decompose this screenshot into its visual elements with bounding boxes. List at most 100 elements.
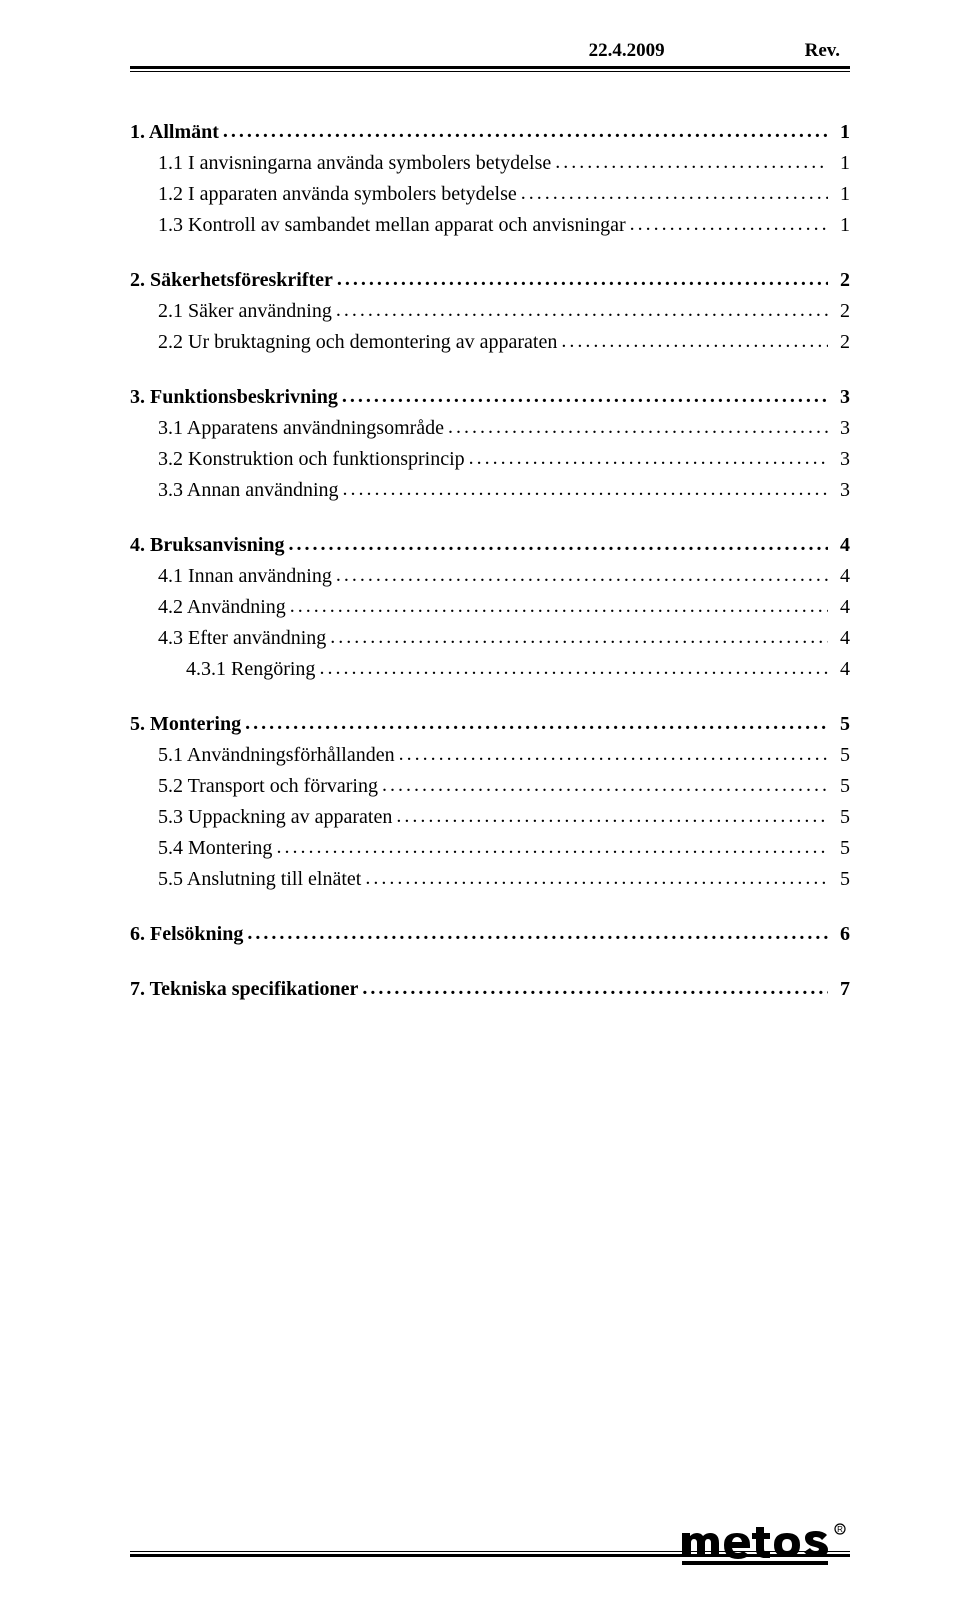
toc-entry-page: 5 (832, 864, 850, 895)
toc-leader-dots (247, 918, 828, 949)
toc-entry-label: 5. Montering (130, 709, 241, 740)
toc-row: 1. Allmänt 1 (130, 117, 850, 148)
toc-row: 2.2 Ur bruktagning och demontering av ap… (130, 327, 850, 358)
toc-row: 6. Felsökning 6 (130, 919, 850, 950)
footer: R (130, 1551, 850, 1557)
toc-entry-label: 5.4 Montering (158, 833, 272, 864)
header-rule-thick (130, 66, 850, 69)
toc-row: 4. Bruksanvisning 4 (130, 530, 850, 561)
toc-entry-page: 1 (832, 148, 850, 179)
toc-row: 1.3 Kontroll av sambandet mellan apparat… (130, 210, 850, 241)
toc-entry-label: 4. Bruksanvisning (130, 530, 285, 561)
toc-entry-page: 4 (832, 623, 850, 654)
header-row: 22.4.2009 Rev. (130, 40, 850, 62)
toc-entry-label: 3.3 Annan användning (158, 475, 339, 506)
toc-leader-dots (330, 622, 828, 653)
toc-row: 5.2 Transport och förvaring 5 (130, 771, 850, 802)
toc-leader-dots (336, 560, 828, 591)
toc-row: 5.1 Användningsförhållanden 5 (130, 740, 850, 771)
toc-entry-page: 3 (832, 413, 850, 444)
toc-entry-label: 4.2 Användning (158, 592, 286, 623)
toc-entry-page: 4 (832, 561, 850, 592)
toc-entry-label: 4.3.1 Rengöring (186, 654, 315, 685)
toc-entry-page: 4 (832, 530, 850, 561)
toc-leader-dots (289, 529, 828, 560)
toc-entry-page: 6 (832, 919, 850, 950)
toc-row: 5.5 Anslutning till elnätet 5 (130, 864, 850, 895)
toc-row: 3. Funktionsbeskrivning 3 (130, 382, 850, 413)
toc-entry-label: 2.1 Säker användning (158, 296, 332, 327)
toc-entry-label: 3.2 Konstruktion och funktionsprincip (158, 444, 465, 475)
toc-entry-label: 5.1 Användningsförhållanden (158, 740, 395, 771)
toc-row: 1.1 I anvisningarna använda symbolers be… (130, 148, 850, 179)
toc-row: 7. Tekniska specifikationer 7 (130, 974, 850, 1005)
toc-entry-label: 1.2 I apparaten använda symbolers betyde… (158, 179, 517, 210)
toc-leader-dots (290, 591, 828, 622)
toc-row: 4.3.1 Rengöring 4 (130, 654, 850, 685)
header-rule-thin (130, 71, 850, 72)
toc-row: 4.2 Användning 4 (130, 592, 850, 623)
toc-leader-dots (521, 178, 828, 209)
toc-row: 3.2 Konstruktion och funktionsprincip 3 (130, 444, 850, 475)
toc-entry-label: 5.2 Transport och förvaring (158, 771, 378, 802)
toc-row: 3.1 Apparatens användningsområde 3 (130, 413, 850, 444)
toc-leader-dots (223, 116, 828, 147)
toc-leader-dots (396, 801, 828, 832)
toc-entry-page: 5 (832, 771, 850, 802)
toc-entry-label: 7. Tekniska specifikationer (130, 974, 358, 1005)
toc-entry-page: 1 (832, 117, 850, 148)
toc-entry-page: 5 (832, 740, 850, 771)
toc-row: 4.3 Efter användning 4 (130, 623, 850, 654)
toc-entry-label: 3.1 Apparatens användningsområde (158, 413, 444, 444)
toc-entry-page: 7 (832, 974, 850, 1005)
toc-leader-dots (337, 264, 828, 295)
toc-leader-dots (365, 863, 828, 894)
toc-entry-page: 3 (832, 382, 850, 413)
toc-leader-dots (343, 474, 828, 505)
toc-entry-label: 3. Funktionsbeskrivning (130, 382, 338, 413)
toc-entry-label: 1.3 Kontroll av sambandet mellan apparat… (158, 210, 626, 241)
toc-leader-dots (555, 147, 828, 178)
toc-entry-page: 5 (832, 833, 850, 864)
toc-leader-dots (336, 295, 828, 326)
toc-row: 5. Montering 5 (130, 709, 850, 740)
toc-leader-dots (362, 973, 828, 1004)
toc-leader-dots (448, 412, 828, 443)
toc-row: 4.1 Innan användning 4 (130, 561, 850, 592)
toc-row: 2.1 Säker användning 2 (130, 296, 850, 327)
toc-row: 2. Säkerhetsföreskrifter 2 (130, 265, 850, 296)
header-date: 22.4.2009 (589, 40, 665, 62)
toc-entry-page: 4 (832, 592, 850, 623)
toc-entry-label: 2. Säkerhetsföreskrifter (130, 265, 333, 296)
svg-text:R: R (837, 1525, 843, 1534)
toc-leader-dots (630, 209, 828, 240)
toc-entry-page: 3 (832, 444, 850, 475)
toc-leader-dots (276, 832, 828, 863)
toc-entry-label: 1. Allmänt (130, 117, 219, 148)
toc-entry-label: 5.3 Uppackning av apparaten (158, 802, 392, 833)
toc-entry-page: 4 (832, 654, 850, 685)
toc-entry-page: 2 (832, 265, 850, 296)
toc-leader-dots (469, 443, 828, 474)
toc-entry-page: 2 (832, 327, 850, 358)
toc-row: 3.3 Annan användning 3 (130, 475, 850, 506)
toc-leader-dots (342, 381, 828, 412)
toc-row: 1.2 I apparaten använda symbolers betyde… (130, 179, 850, 210)
toc-row: 5.3 Uppackning av apparaten 5 (130, 802, 850, 833)
toc-entry-label: 4.3 Efter användning (158, 623, 326, 654)
table-of-contents: 1. Allmänt 1 1.1 I anvisningarna använda s… (130, 117, 850, 1005)
toc-leader-dots (399, 739, 828, 770)
toc-entry-page: 5 (832, 709, 850, 740)
toc-entry-label: 4.1 Innan användning (158, 561, 332, 592)
toc-entry-page: 3 (832, 475, 850, 506)
toc-entry-label: 6. Felsökning (130, 919, 243, 950)
toc-entry-page: 1 (832, 179, 850, 210)
toc-leader-dots (382, 770, 828, 801)
toc-leader-dots (245, 708, 828, 739)
toc-entry-page: 1 (832, 210, 850, 241)
toc-entry-label: 1.1 I anvisningarna använda symbolers be… (158, 148, 551, 179)
toc-entry-label: 5.5 Anslutning till elnätet (158, 864, 361, 895)
toc-entry-page: 2 (832, 296, 850, 327)
toc-entry-page: 5 (832, 802, 850, 833)
toc-leader-dots (319, 653, 828, 684)
